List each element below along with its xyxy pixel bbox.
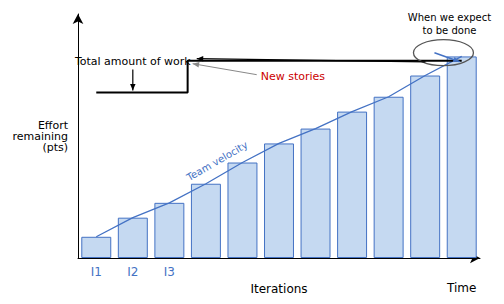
svg-text:to be done: to be done: [423, 25, 477, 36]
svg-text:I1: I1: [91, 265, 102, 279]
svg-text:New stories: New stories: [261, 70, 326, 83]
svg-text:Team velocity: Team velocity: [184, 139, 250, 184]
svg-text:remaining: remaining: [12, 129, 68, 143]
svg-text:Total amount of work: Total amount of work: [74, 55, 191, 68]
svg-text:Time: Time: [446, 281, 476, 295]
svg-text:I2: I2: [127, 265, 138, 279]
svg-text:When we expect: When we expect: [408, 12, 491, 23]
svg-text:Iterations: Iterations: [250, 282, 307, 296]
svg-text:(pts): (pts): [42, 141, 68, 154]
svg-text:I3: I3: [164, 265, 175, 279]
svg-text:Effort: Effort: [37, 118, 68, 132]
